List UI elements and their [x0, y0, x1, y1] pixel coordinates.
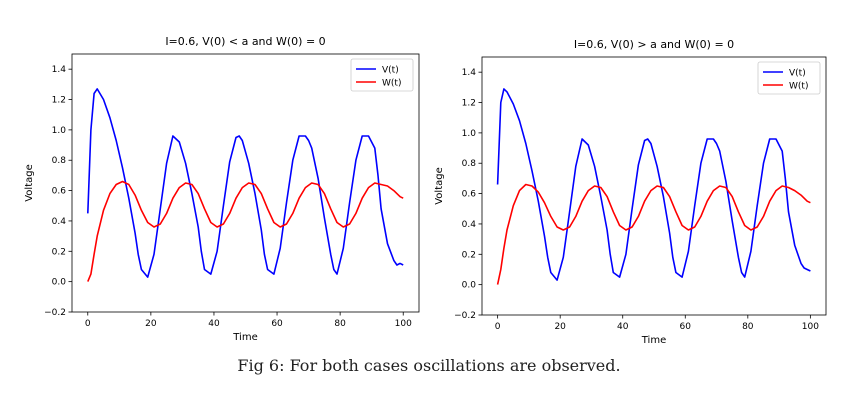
- charts-svg: I=0.6, V(0) < a and W(0) = 0 0 20 40 60 80 100…: [24, 35, 827, 346]
- x-tick-label: 20: [554, 322, 566, 332]
- y-tick-label: 0.0: [52, 278, 67, 288]
- plot-frame: [71, 53, 420, 313]
- y-tick-label: 0.0: [462, 281, 477, 291]
- x-tick-label: 0: [495, 322, 501, 332]
- y-tick-label: 1.0: [462, 129, 477, 139]
- series-line-vt: [496, 88, 811, 281]
- series-line-wt: [87, 180, 404, 282]
- x-tick-label: 100: [395, 319, 412, 329]
- y-tick-label: 0.4: [52, 217, 67, 227]
- legend-box: [350, 58, 414, 92]
- plot-frame: [481, 56, 827, 316]
- x-tick-label: 0: [85, 319, 91, 329]
- x-axis-label: Time: [641, 335, 666, 345]
- y-tick-label: 1.4: [52, 65, 67, 75]
- chart-title: I=0.6, V(0) > a and W(0) = 0: [574, 38, 734, 51]
- x-tick-label: 100: [802, 322, 819, 332]
- y-tick-label: 1.2: [52, 96, 66, 106]
- y-tick-label: 0.2: [462, 250, 476, 260]
- legend-label: W(t): [382, 79, 401, 89]
- series-line-vt: [87, 88, 404, 278]
- y-tick-label: 0.8: [52, 156, 67, 166]
- figure-caption: Fig 6: For both cases oscillations are o…: [237, 356, 621, 375]
- x-tick-label: 40: [208, 319, 220, 329]
- y-tick-label: −0.2: [44, 308, 66, 318]
- y-tick-label: 1.4: [462, 68, 477, 78]
- legend-label: V(t): [382, 66, 399, 76]
- x-tick-label: 60: [680, 322, 692, 332]
- legend-label: V(t): [789, 69, 806, 79]
- chart-1: I=0.6, V(0) < a and W(0) = 0 0 20 40 60 80 100…: [24, 35, 420, 343]
- x-tick-label: 20: [145, 319, 157, 329]
- y-tick-label: −0.2: [454, 311, 476, 321]
- chart-2: I=0.6, V(0) > a and W(0) = 0 0 20 40 60 80 100…: [434, 38, 827, 346]
- y-tick-label: 0.6: [462, 190, 477, 200]
- y-tick-label: 0.4: [462, 220, 477, 230]
- y-tick-label: 0.8: [462, 159, 477, 169]
- legend-box: [757, 61, 821, 95]
- y-tick-label: 0.6: [52, 187, 67, 197]
- y-tick-label: 1.2: [462, 99, 476, 109]
- y-axis-label: Voltage: [434, 167, 445, 205]
- y-axis-label: Voltage: [24, 164, 35, 202]
- legend-label: W(t): [789, 82, 808, 92]
- x-tick-label: 60: [271, 319, 283, 329]
- x-tick-label: 80: [742, 322, 754, 332]
- x-axis-label: Time: [232, 332, 257, 343]
- y-tick-label: 1.0: [52, 126, 67, 136]
- series-line-wt: [496, 183, 811, 285]
- y-tick-label: 0.2: [52, 247, 66, 257]
- x-tick-label: 80: [334, 319, 346, 329]
- x-tick-label: 40: [617, 322, 629, 332]
- chart-title: I=0.6, V(0) < a and W(0) = 0: [165, 35, 325, 48]
